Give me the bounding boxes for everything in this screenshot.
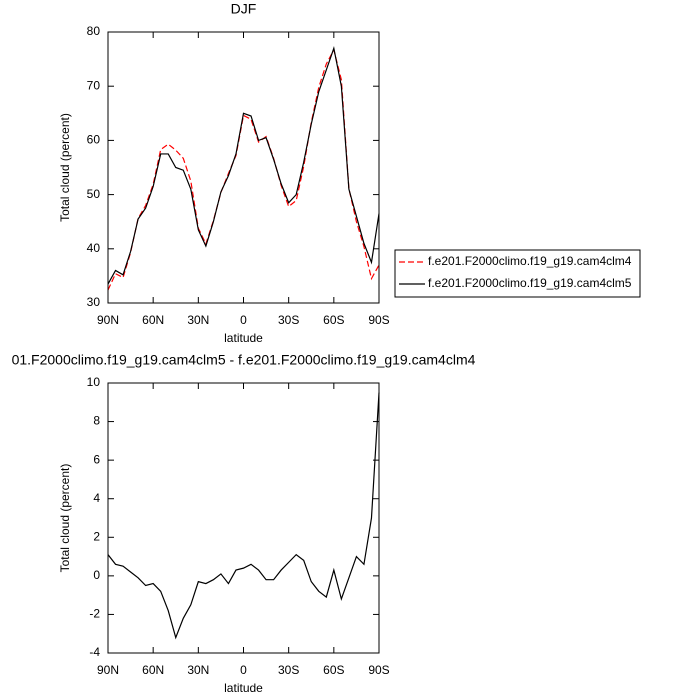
x-tick-label: 60N [142, 313, 164, 327]
chart-title: 01.F2000climo.f19_g19.cam4clm5 - f.e201.… [12, 352, 476, 368]
plot-frame [107, 382, 380, 654]
x-tick-label: 90S [368, 313, 389, 327]
y-tick-label: 30 [87, 295, 101, 309]
x-tick-label: 90N [97, 663, 119, 677]
x-tick-label: 60S [323, 313, 344, 327]
x-tick-label: 30N [187, 313, 209, 327]
y-tick-label: 8 [93, 414, 100, 428]
y-tick-label: 40 [87, 241, 101, 255]
data-line [107, 392, 380, 640]
y-tick-label: 60 [87, 133, 101, 147]
x-axis-label: latitude [224, 331, 263, 345]
y-tick-label: 70 [87, 78, 101, 92]
y-tick-label: 4 [93, 491, 100, 505]
legend-label: f.e201.F2000climo.f19_g19.cam4clm4 [428, 254, 632, 268]
chart-title: DJF [231, 1, 257, 17]
x-tick-label: 60N [142, 663, 164, 677]
y-tick-label: -2 [89, 607, 100, 621]
data-line [107, 45, 380, 285]
y-tick-label: 2 [93, 529, 100, 543]
y-tick-label: 10 [87, 375, 101, 389]
x-axis-label: latitude [224, 681, 263, 695]
data-line [107, 48, 380, 291]
x-tick-label: 30S [278, 663, 299, 677]
legend-label: f.e201.F2000climo.f19_g19.cam4clm5 [428, 276, 632, 290]
x-tick-label: 30N [187, 663, 209, 677]
legend-box [394, 249, 641, 298]
y-axis-label: Total cloud (percent) [58, 113, 72, 222]
y-tick-label: 0 [93, 568, 100, 582]
y-tick-label: 6 [93, 452, 100, 466]
plot-frame [107, 31, 380, 304]
y-tick-label: 80 [87, 24, 101, 38]
x-tick-label: 90S [368, 663, 389, 677]
y-tick-label: -4 [89, 645, 100, 659]
x-tick-label: 30S [278, 313, 299, 327]
x-tick-label: 0 [240, 663, 247, 677]
y-tick-label: 50 [87, 187, 101, 201]
x-tick-label: 0 [240, 313, 247, 327]
y-axis-label: Total cloud (percent) [58, 464, 72, 573]
x-tick-label: 60S [323, 663, 344, 677]
x-tick-label: 90N [97, 313, 119, 327]
